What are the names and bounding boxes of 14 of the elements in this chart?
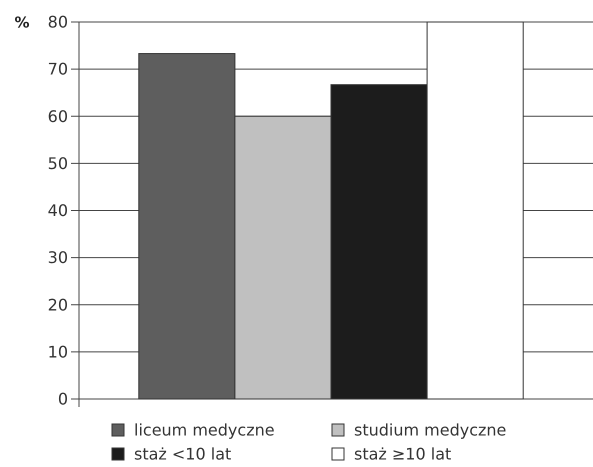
y-tick-label: 40	[48, 201, 68, 220]
y-tick-label: 30	[48, 248, 68, 268]
legend-label: staż ≥10 lat	[354, 444, 452, 464]
y-tick-label: 80	[48, 12, 68, 32]
y-axis-title: %	[14, 13, 30, 32]
legend-label: studium medyczne	[354, 420, 506, 440]
y-tick-label: 50	[48, 154, 68, 173]
legend-label: liceum medyczne	[134, 420, 275, 440]
y-tick-label: 60	[48, 106, 68, 126]
y-tick-label: 10	[48, 342, 68, 362]
y-tick-label: 20	[48, 295, 68, 314]
y-tick-label: 70	[48, 60, 68, 79]
y-tick-label: 0	[58, 390, 68, 409]
legend-label: staż <10 lat	[134, 444, 232, 464]
